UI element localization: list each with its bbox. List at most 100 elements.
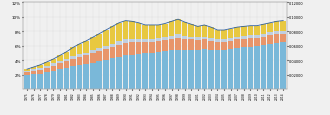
Bar [175, 20, 181, 35]
Bar [149, 42, 155, 53]
Bar [31, 71, 36, 75]
Bar [143, 26, 148, 40]
Bar [188, 25, 194, 37]
Bar [162, 41, 168, 52]
Bar [31, 70, 36, 71]
Bar [254, 47, 260, 90]
Bar [136, 43, 142, 55]
Bar [116, 42, 122, 45]
Bar [221, 42, 227, 50]
Bar [234, 28, 240, 37]
Bar [90, 51, 95, 54]
Bar [215, 51, 220, 90]
Bar [221, 31, 227, 39]
Bar [103, 49, 109, 60]
Bar [96, 34, 102, 49]
Bar [44, 68, 50, 72]
Bar [50, 71, 56, 90]
Bar [208, 39, 214, 42]
Bar [195, 38, 201, 41]
Bar [77, 55, 82, 57]
Bar [188, 40, 194, 50]
Bar [234, 37, 240, 40]
Bar [274, 44, 280, 90]
Bar [215, 43, 220, 51]
Bar [169, 36, 174, 39]
Bar [155, 52, 161, 90]
Bar [169, 51, 174, 90]
Bar [221, 50, 227, 90]
Bar [267, 33, 273, 36]
Bar [90, 38, 95, 51]
Bar [228, 39, 233, 42]
Bar [37, 68, 43, 70]
Bar [215, 31, 220, 40]
Bar [110, 59, 115, 90]
Bar [44, 66, 50, 68]
Bar [123, 21, 128, 40]
Bar [202, 26, 207, 37]
Bar [143, 43, 148, 54]
Bar [64, 62, 69, 68]
Bar [241, 39, 247, 48]
Bar [195, 50, 201, 90]
Bar [123, 56, 128, 90]
Bar [274, 32, 280, 35]
Bar [77, 65, 82, 90]
Bar [234, 40, 240, 49]
Bar [77, 57, 82, 65]
Bar [261, 25, 266, 34]
Bar [248, 36, 253, 39]
Bar [228, 29, 233, 39]
Bar [129, 39, 135, 43]
Bar [228, 42, 233, 49]
Bar [274, 22, 280, 32]
Bar [155, 39, 161, 42]
Bar [83, 42, 89, 53]
Bar [123, 40, 128, 44]
Bar [64, 68, 69, 90]
Bar [31, 67, 36, 70]
Bar [83, 53, 89, 56]
Bar [90, 63, 95, 90]
Bar [202, 40, 207, 49]
Bar [202, 49, 207, 90]
Bar [110, 44, 115, 47]
Bar [31, 75, 36, 90]
Bar [155, 26, 161, 39]
Bar [83, 56, 89, 65]
Bar [280, 32, 286, 34]
Bar [202, 37, 207, 40]
Bar [50, 64, 56, 66]
Bar [44, 62, 50, 66]
Bar [280, 43, 286, 90]
Bar [215, 40, 220, 43]
Bar [37, 74, 43, 90]
Bar [57, 56, 63, 62]
Bar [116, 24, 122, 42]
Bar [96, 52, 102, 62]
Bar [64, 52, 69, 60]
Bar [169, 39, 174, 51]
Bar [70, 60, 76, 67]
Bar [241, 36, 247, 39]
Bar [267, 36, 273, 44]
Bar [234, 49, 240, 90]
Bar [221, 39, 227, 42]
Bar [149, 26, 155, 39]
Bar [175, 39, 181, 50]
Bar [280, 34, 286, 43]
Bar [44, 72, 50, 90]
Bar [188, 37, 194, 40]
Bar [37, 70, 43, 74]
Bar [149, 53, 155, 90]
Bar [64, 60, 69, 62]
Bar [195, 41, 201, 50]
Bar [24, 70, 30, 71]
Bar [129, 43, 135, 55]
Bar [24, 72, 30, 75]
Bar [248, 39, 253, 47]
Bar [228, 49, 233, 90]
Bar [57, 70, 63, 90]
Bar [83, 65, 89, 90]
